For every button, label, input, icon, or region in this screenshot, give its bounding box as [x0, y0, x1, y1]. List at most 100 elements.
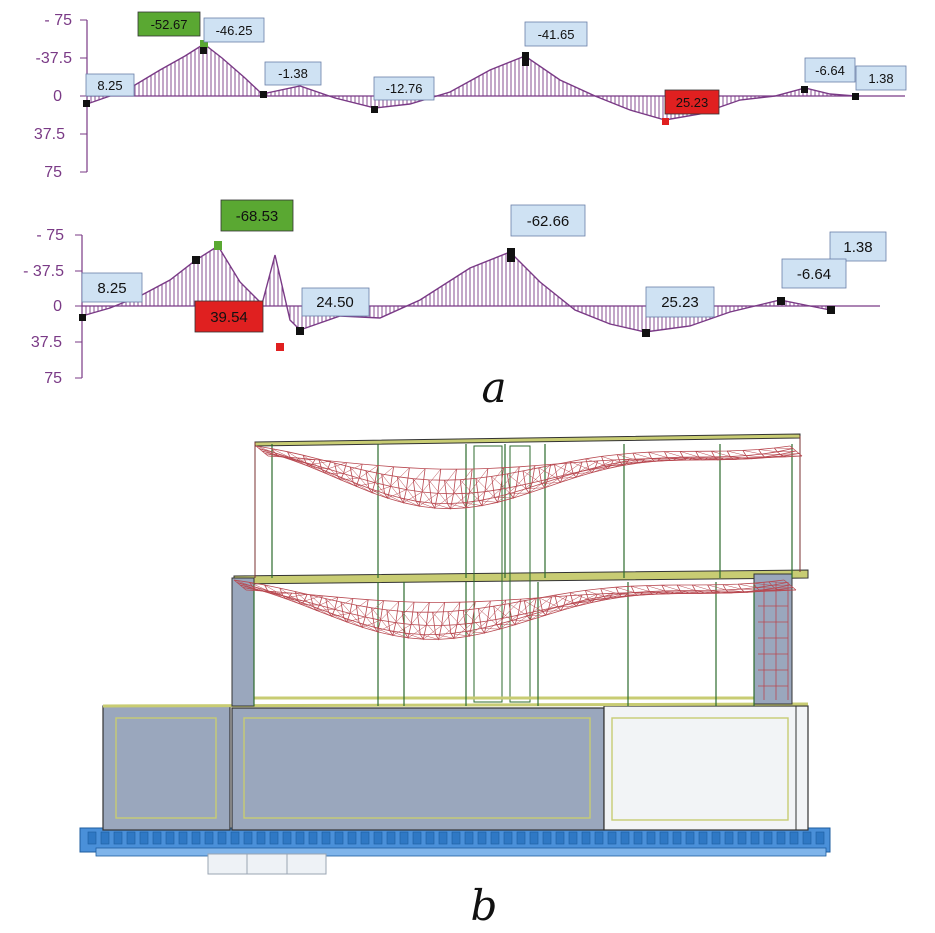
mesh-diagonal — [514, 611, 534, 625]
foundation-rib — [425, 831, 435, 845]
mesh-diagonal — [450, 633, 470, 637]
mesh-diagonal — [466, 491, 486, 508]
mesh-diagonal — [654, 459, 674, 462]
mesh-diagonal — [767, 456, 787, 458]
mesh-diagonal — [522, 470, 542, 484]
value-label: 25.23 — [661, 294, 699, 311]
mesh-diagonal — [359, 465, 379, 479]
floor-2 — [231, 445, 809, 707]
mesh-diagonal — [578, 460, 598, 473]
mesh-diagonal — [591, 465, 611, 473]
mesh-diagonal — [377, 622, 396, 633]
foundation-lower-strip — [95, 847, 827, 857]
mesh-diagonal — [533, 596, 552, 613]
value-label: 1.38 — [868, 71, 893, 86]
shear-wall-left — [231, 577, 255, 707]
mesh-diagonal — [714, 456, 734, 460]
mesh-diagonal — [349, 599, 369, 614]
mesh-diagonal — [297, 600, 317, 611]
mesh-diagonal — [285, 598, 305, 602]
wall-middle-opening — [243, 717, 591, 819]
mesh-diagonal — [621, 594, 641, 598]
mesh-diagonal — [557, 606, 577, 608]
mesh-diagonal — [447, 611, 467, 632]
mesh-diagonal — [340, 477, 360, 480]
foundation-rib — [789, 831, 799, 845]
foundation-rib — [464, 831, 474, 845]
foundation-rib — [763, 831, 773, 845]
mesh-diagonal — [441, 602, 461, 626]
mesh-diagonal — [481, 628, 500, 630]
tick-label: 0 — [53, 298, 62, 315]
foundation-rib — [581, 831, 591, 845]
tick-label: -37.5 — [36, 50, 73, 67]
mesh-diagonal — [600, 588, 619, 595]
foundation-rib — [295, 831, 305, 845]
mesh-diagonal — [585, 458, 605, 466]
mesh-diagonal — [487, 599, 506, 622]
foundation-rib — [347, 831, 357, 845]
mesh-diagonal — [392, 624, 412, 636]
mesh-diagonal — [258, 448, 278, 456]
mesh-diagonal — [412, 478, 432, 504]
mesh-diagonal — [634, 592, 653, 595]
mesh-diagonal — [741, 588, 760, 591]
foundation-rib — [776, 831, 786, 845]
mesh-diagonal — [420, 634, 439, 640]
mesh-diagonal — [294, 591, 314, 607]
mesh-diagonal — [542, 610, 561, 612]
mesh-diagonal — [435, 634, 454, 639]
mesh-diagonal — [460, 479, 480, 501]
value-label: -46.25 — [216, 23, 253, 38]
foundation-rib — [438, 831, 448, 845]
foundation-rib — [659, 831, 669, 845]
mesh-diagonal — [640, 591, 659, 596]
foundation-rib — [685, 831, 695, 845]
mesh-diagonal — [475, 478, 495, 498]
value-label-max: 25.23 — [676, 95, 709, 110]
mesh-diagonal — [481, 489, 501, 506]
mesh-diagonal — [400, 497, 420, 507]
mesh-diagonal — [423, 625, 442, 640]
mesh-diagonal — [762, 590, 781, 592]
marker — [801, 86, 808, 93]
value-label-max: 39.54 — [210, 309, 248, 326]
foundation-rib — [542, 831, 552, 845]
mesh-line — [416, 602, 430, 641]
mesh-diagonal — [716, 591, 735, 594]
label-box-max — [664, 89, 720, 115]
mesh-diagonal — [374, 627, 393, 636]
mesh-diagonal — [255, 445, 275, 453]
mesh-diagonal — [418, 493, 438, 507]
label-box-max — [194, 300, 264, 333]
mesh-diagonal — [720, 457, 740, 460]
wall-middle — [231, 707, 605, 831]
mesh-diagonal — [544, 475, 564, 488]
tick-label: 75 — [44, 164, 62, 181]
deformation-mesh-roof — [255, 445, 803, 510]
foundation-rib — [321, 831, 331, 845]
mesh-diagonal — [648, 451, 668, 458]
mesh-diagonal — [450, 493, 470, 509]
mesh-diagonal — [407, 625, 427, 639]
mesh-diagonal — [594, 459, 614, 469]
mesh-diagonal — [530, 608, 549, 621]
marker-min — [214, 241, 222, 250]
foundation-rib — [607, 831, 617, 845]
mesh-diagonal — [350, 466, 370, 489]
tick-label: - 75 — [36, 227, 64, 244]
marker — [827, 306, 835, 314]
mesh-diagonal — [606, 595, 625, 600]
mesh-diagonal — [293, 460, 313, 465]
foundation-rib — [620, 831, 630, 845]
foundation-rib — [698, 831, 708, 845]
tick-label: 37.5 — [31, 334, 62, 351]
mesh-diagonal — [541, 482, 561, 484]
mesh-diagonal — [560, 602, 580, 611]
marker-max — [276, 343, 284, 351]
mesh-diagonal — [365, 600, 384, 618]
mesh-diagonal — [651, 458, 671, 461]
wall-right-opening — [611, 717, 789, 821]
mesh-diagonal — [610, 459, 630, 467]
mesh-diagonal — [469, 620, 488, 637]
